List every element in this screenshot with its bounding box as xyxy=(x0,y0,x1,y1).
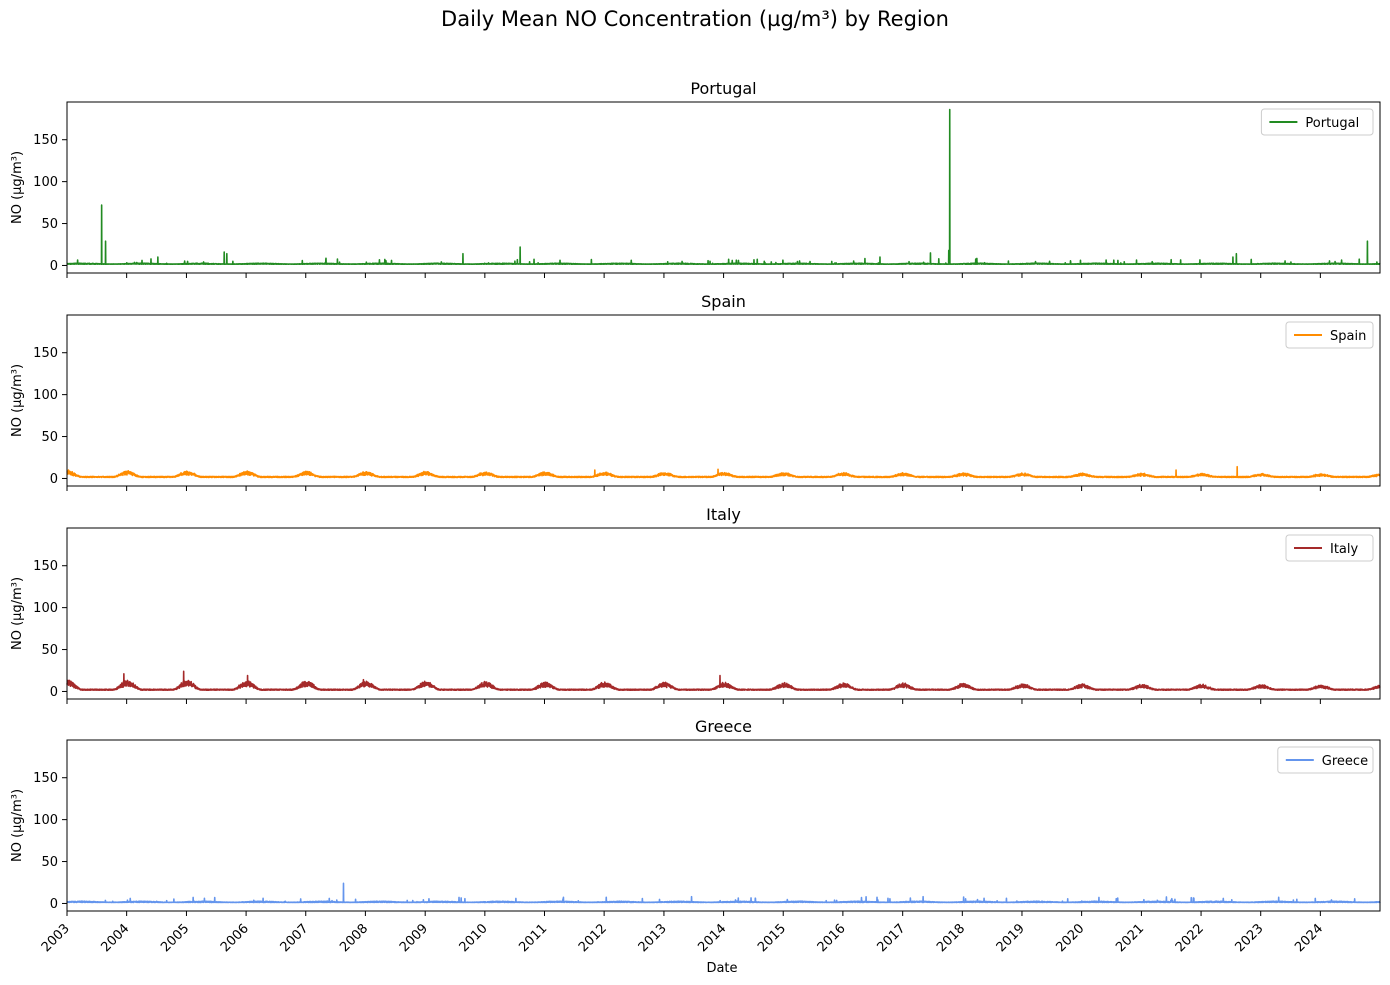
x-tick-label: 2006 xyxy=(218,921,252,955)
x-axis-label: Date xyxy=(706,961,737,976)
series-line-greece xyxy=(66,882,1381,904)
axes-frame xyxy=(66,739,1381,912)
x-tick-label: 2021 xyxy=(1113,921,1147,955)
x-tick-label: 2024 xyxy=(1292,921,1326,955)
y-tick-label: 0 xyxy=(50,897,58,912)
y-tick-label: 100 xyxy=(33,175,58,190)
x-tick-label: 2018 xyxy=(934,921,968,955)
x-tick-label: 2009 xyxy=(397,921,431,955)
x-tick-label: 2023 xyxy=(1233,921,1267,955)
x-tick-label: 2013 xyxy=(636,921,670,955)
y-tick-label: 150 xyxy=(33,346,58,361)
axes-frame xyxy=(66,314,1381,487)
x-tick-label: 2020 xyxy=(1053,921,1087,955)
x-tick-label: 2017 xyxy=(875,921,909,955)
y-axis-label: NO (µg/m³) xyxy=(10,789,25,862)
x-tick-label: 2016 xyxy=(815,921,849,955)
panel-title: Greece xyxy=(695,717,752,736)
legend-box xyxy=(1285,534,1374,562)
legend: Greece xyxy=(1277,746,1374,774)
legend-label: Portugal xyxy=(1305,116,1359,131)
x-tick-label: 2015 xyxy=(755,921,789,955)
panels: Portugal NO (µg/m³) 0 50 100 150 Portugal Spain… xyxy=(10,79,1381,955)
panel-title: Portugal xyxy=(690,79,756,98)
legend-label: Italy xyxy=(1330,542,1359,557)
x-tick-label: 2010 xyxy=(457,921,491,955)
y-axis-label: NO (µg/m³) xyxy=(10,364,25,437)
x-tick-label: 2022 xyxy=(1173,921,1207,955)
panel-portugal: Portugal NO (µg/m³) 0 50 100 150 Portugal xyxy=(10,79,1381,278)
y-tick-label: 0 xyxy=(50,472,58,487)
x-tick-label: 2003 xyxy=(39,921,73,955)
y-tick-label: 0 xyxy=(50,259,58,274)
y-tick-label: 50 xyxy=(41,855,58,870)
x-tick-label: 2005 xyxy=(158,921,192,955)
panel-greece: Greece NO (µg/m³) 0 50 100 150 2003 2004 2005 200… xyxy=(10,717,1381,955)
x-tick-label: 2011 xyxy=(516,921,550,955)
y-tick-label: 150 xyxy=(33,771,58,786)
y-tick-label: 100 xyxy=(33,601,58,616)
axes-frame xyxy=(66,527,1381,700)
legend-box xyxy=(1277,746,1374,774)
legend: Spain xyxy=(1285,321,1374,349)
x-tick-label: 2019 xyxy=(994,921,1028,955)
y-tick-label: 50 xyxy=(41,643,58,658)
axes-frame xyxy=(66,101,1381,274)
panel-title: Italy xyxy=(706,505,741,524)
y-tick-label: 50 xyxy=(41,430,58,445)
legend: Portugal xyxy=(1260,108,1374,136)
legend: Italy xyxy=(1285,534,1374,562)
y-tick-label: 100 xyxy=(33,388,58,403)
legend-label: Greece xyxy=(1322,754,1368,769)
chart-title: Daily Mean NO Concentration (µg/m³) by R… xyxy=(441,7,949,31)
y-axis-label: NO (µg/m³) xyxy=(10,151,25,224)
y-tick-label: 50 xyxy=(41,217,58,232)
y-tick-label: 100 xyxy=(33,813,58,828)
x-tick-label: 2004 xyxy=(98,921,132,955)
legend-box xyxy=(1260,108,1374,136)
y-axis-label: NO (µg/m³) xyxy=(10,577,25,650)
series-line-italy xyxy=(66,670,1381,692)
panel-title: Spain xyxy=(701,292,746,311)
series-line-spain xyxy=(66,465,1381,479)
y-tick-label: 150 xyxy=(33,133,58,148)
x-tick-label: 2008 xyxy=(337,921,371,955)
x-tick-label: 2012 xyxy=(576,921,610,955)
x-tick-label: 2007 xyxy=(278,921,312,955)
series-line-portugal xyxy=(66,108,1381,266)
panel-spain: Spain NO (µg/m³) 0 50 100 150 Spain xyxy=(10,292,1381,491)
x-tick-label: 2014 xyxy=(695,921,729,955)
y-tick-label: 0 xyxy=(50,685,58,700)
y-tick-label: 150 xyxy=(33,559,58,574)
legend-label: Spain xyxy=(1330,329,1366,344)
panel-italy: Italy NO (µg/m³) 0 50 100 150 Italy xyxy=(10,505,1381,704)
legend-box xyxy=(1285,321,1374,349)
